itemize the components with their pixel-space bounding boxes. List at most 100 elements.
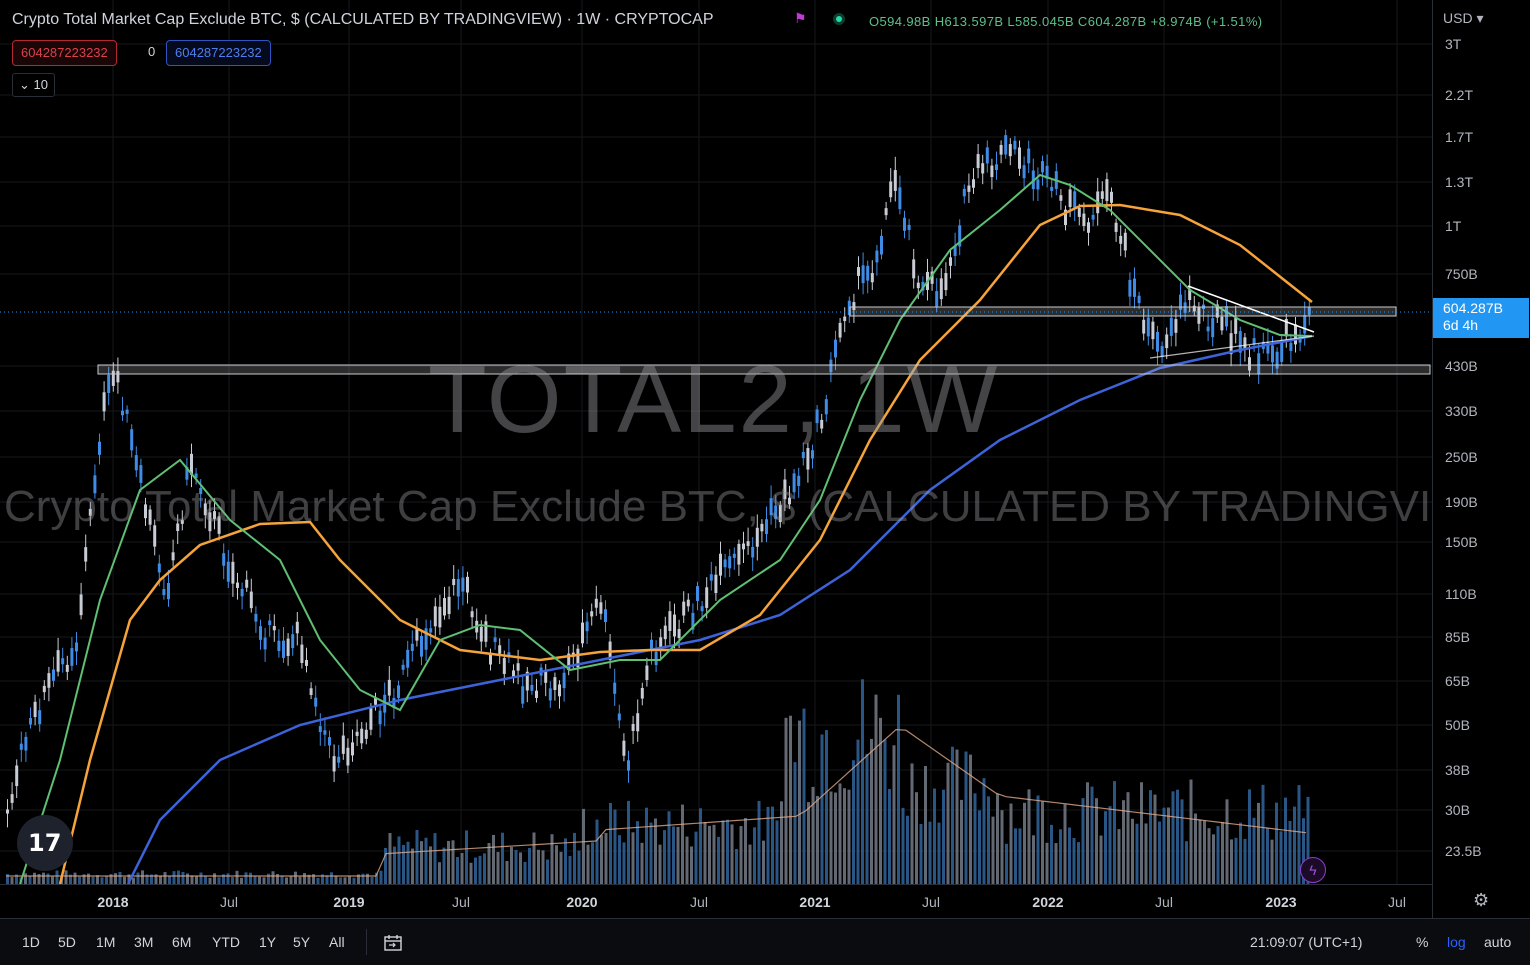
- candle-body: [351, 742, 354, 756]
- volume-bar: [82, 874, 86, 884]
- symbol-legend[interactable]: Crypto Total Market Cap Exclude BTC, $ (…: [12, 11, 714, 29]
- buy-button[interactable]: 604287223232: [166, 40, 271, 66]
- candle-body: [594, 598, 598, 608]
- volume-bar: [690, 846, 693, 884]
- chevron-down-icon: ▾: [1476, 10, 1484, 26]
- candle-body: [999, 144, 1003, 155]
- candle-body: [502, 658, 506, 674]
- candle-body: [838, 322, 842, 338]
- range-button-5y[interactable]: 5Y: [293, 934, 311, 950]
- volume-bar: [1117, 829, 1121, 884]
- range-button-1m[interactable]: 1M: [96, 934, 116, 950]
- volume-bar: [991, 816, 995, 884]
- volume-bar: [1158, 821, 1161, 884]
- volume-bar: [1144, 823, 1148, 884]
- volume-bar: [604, 832, 608, 884]
- volume-bar: [262, 877, 266, 884]
- volume-bar: [793, 762, 797, 884]
- volume-bar: [235, 870, 239, 884]
- flag-icon[interactable]: ⚑: [794, 10, 807, 26]
- price-tick-label: 330B: [1445, 403, 1478, 419]
- candle-body: [190, 453, 193, 475]
- volume-bar: [1216, 826, 1220, 884]
- volume-bar: [334, 875, 338, 884]
- candle-body: [79, 594, 83, 616]
- volume-bar: [357, 874, 360, 884]
- price-scale[interactable]: USD ▾ 3T 2.2T 1.7T 1.3T 1T 750B 430B 330B 250B 19…: [1432, 0, 1530, 918]
- currency-selector[interactable]: USD ▾: [1443, 10, 1483, 27]
- volume-bar: [456, 856, 459, 884]
- range-button-ytd[interactable]: YTD: [212, 934, 240, 950]
- volume-bar: [109, 874, 113, 884]
- bar-countdown: 6d 4h: [1443, 317, 1479, 333]
- volume-bar: [951, 746, 954, 884]
- range-button-5d[interactable]: 5D: [58, 934, 76, 950]
- range-button-all[interactable]: All: [329, 934, 345, 950]
- volume-bar: [87, 873, 90, 884]
- volume-bar: [307, 874, 311, 884]
- volume-bar: [640, 842, 644, 884]
- volume-bar: [798, 720, 801, 884]
- range-button-3m[interactable]: 3M: [134, 934, 154, 950]
- volume-bar: [865, 753, 869, 884]
- candle-body: [962, 188, 966, 197]
- date-range-icon[interactable]: [383, 934, 403, 955]
- time-tick-label: 2020: [566, 894, 598, 910]
- volume-bar: [321, 874, 324, 884]
- candle-body: [769, 498, 773, 516]
- volume-bar: [1140, 782, 1143, 884]
- candle-body: [98, 441, 101, 455]
- volume-bar: [55, 870, 59, 884]
- volume-bar: [676, 826, 680, 884]
- volume-bar: [654, 818, 657, 884]
- settings-gear-icon[interactable]: ⚙: [1473, 890, 1490, 910]
- tradingview-logo[interactable]: 17: [17, 815, 73, 871]
- volume-bar: [1189, 779, 1193, 884]
- range-button-1y[interactable]: 1Y: [259, 934, 277, 950]
- volume-bar: [316, 877, 320, 884]
- candle-body: [558, 684, 561, 697]
- volume-bar: [564, 838, 567, 884]
- candle-body: [691, 612, 695, 630]
- volume-bar: [330, 872, 333, 884]
- volume-bar: [325, 875, 329, 884]
- price-chart[interactable]: [0, 0, 1432, 884]
- candle-body: [56, 650, 60, 672]
- volume-bar: [132, 877, 135, 884]
- indicators-toggle-button[interactable]: ⌄ 10: [12, 73, 55, 97]
- volume-bar: [465, 830, 468, 884]
- volume-bar: [10, 877, 14, 884]
- volume-bar: [1122, 800, 1125, 884]
- volume-bar: [181, 872, 185, 884]
- lightning-icon[interactable]: ϟ: [1300, 857, 1326, 883]
- candle-body: [332, 756, 336, 772]
- time-tick-label: 2018: [97, 894, 129, 910]
- candle-body: [880, 235, 883, 255]
- volume-bar: [100, 877, 104, 884]
- sell-button[interactable]: 604287223232: [12, 40, 117, 66]
- clock-timezone[interactable]: 21:09:07 (UTC+1): [1250, 934, 1363, 950]
- market-status-icon[interactable]: [833, 13, 845, 25]
- symbol-source: CRYPTOCAP: [614, 11, 714, 28]
- range-button-6m[interactable]: 6M: [172, 934, 192, 950]
- candle-body: [581, 622, 584, 644]
- candle-body: [585, 621, 589, 632]
- candle-body: [820, 419, 824, 429]
- ohlc-values: O594.98B H613.597B L585.045B C604.287B +…: [869, 14, 1263, 29]
- candle-body: [866, 265, 870, 281]
- log-toggle[interactable]: log: [1447, 934, 1466, 950]
- time-axis[interactable]: 2018 Jul 2019 Jul 2020 Jul 2021 Jul 2022 Jul 2023 J…: [0, 884, 1432, 919]
- candle-body: [1165, 334, 1169, 349]
- candle-body: [1229, 333, 1233, 355]
- volume-bar: [1230, 839, 1233, 884]
- range-button-1d[interactable]: 1D: [22, 934, 40, 950]
- volume-bar: [915, 792, 918, 884]
- candle-body: [1142, 319, 1146, 334]
- percent-toggle[interactable]: %: [1416, 934, 1429, 950]
- volume-bar: [735, 848, 738, 884]
- volume-bar: [843, 788, 846, 884]
- auto-toggle[interactable]: auto: [1484, 934, 1512, 950]
- volume-bar: [1306, 796, 1310, 884]
- chart-pane[interactable]: TOTAL2, 1W Crypto Total Market Cap Exclu…: [0, 0, 1517, 884]
- volume-bar: [703, 821, 707, 884]
